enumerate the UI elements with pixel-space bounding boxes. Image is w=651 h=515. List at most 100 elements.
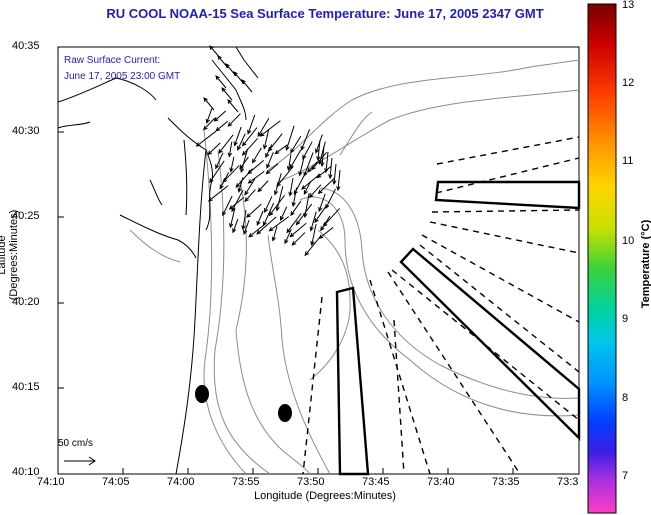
- colorbar-tick-label: 9: [622, 313, 629, 325]
- current-arrow: [286, 213, 302, 234]
- current-arrow: [247, 114, 256, 135]
- current-arrow: [237, 133, 246, 151]
- current-arrow: [264, 196, 273, 214]
- current-arrow: [309, 211, 317, 232]
- current-arrow: [241, 138, 258, 156]
- current-arrow: [303, 152, 314, 177]
- y-tick-label: 40:30: [12, 125, 40, 137]
- x-tick-label: 73:3: [557, 476, 579, 488]
- current-arrow: [275, 186, 284, 212]
- colorbar-tick-label: 13: [622, 0, 635, 11]
- x-tick-label: 73:40: [427, 476, 455, 488]
- current-arrow: [215, 75, 227, 89]
- current-arrow: [221, 87, 233, 101]
- current-arrow: [291, 187, 298, 208]
- current-arrow: [207, 185, 229, 202]
- current-arrow: [304, 235, 322, 257]
- current-arrow: [288, 178, 294, 197]
- current-arrow: [268, 216, 290, 232]
- offshore-box-outlines: [335, 180, 581, 476]
- current-arrow: [228, 196, 245, 210]
- current-arrow: [328, 157, 333, 180]
- current-arrow: [324, 151, 329, 174]
- current-arrow: [227, 141, 233, 158]
- current-arrow: [239, 156, 249, 170]
- y-tick-label: 40:25: [12, 210, 40, 222]
- y-tick-label: 40:10: [12, 466, 40, 478]
- current-arrow: [285, 125, 295, 152]
- current-arrow: [280, 206, 288, 222]
- current-arrow: [227, 113, 241, 127]
- current-arrow: [232, 218, 239, 234]
- current-arrow: [257, 118, 270, 138]
- current-arrow: [320, 215, 331, 232]
- axis-ticks: [57, 131, 514, 474]
- current-arrow: [265, 144, 273, 159]
- colorbar-tick-label: 8: [622, 392, 629, 404]
- current-arrow: [332, 163, 337, 186]
- scale-arrow-icon: [64, 456, 96, 466]
- temperature-colorbar: [587, 3, 617, 514]
- current-arrow: [298, 156, 305, 177]
- x-tick-label: 74:05: [102, 476, 130, 488]
- current-arrow: [195, 130, 217, 147]
- current-arrow: [244, 189, 256, 203]
- current-arrow: [311, 151, 328, 171]
- current-arrow: [229, 207, 236, 229]
- current-arrow: [289, 222, 307, 238]
- current-arrow: [273, 173, 282, 196]
- current-legend-line2: June 17, 2005 23:00 GMT: [64, 71, 181, 82]
- current-arrow: [303, 180, 312, 196]
- current-arrow: [265, 163, 279, 175]
- current-arrow: [227, 99, 239, 113]
- x-tick-label: 73:35: [492, 476, 520, 488]
- current-arrow: [241, 127, 258, 147]
- current-arrow: [308, 184, 322, 199]
- current-arrow: [271, 226, 278, 242]
- current-arrow: [314, 204, 328, 224]
- colorbar-label: Temperature (°C): [640, 219, 651, 309]
- current-arrow: [203, 97, 215, 111]
- colorbar-tick-label: 11: [622, 155, 634, 167]
- current-arrow: [268, 194, 286, 217]
- current-arrow: [274, 144, 288, 155]
- current-legend-line1: Raw Surface Current:: [64, 55, 161, 66]
- current-arrow: [244, 178, 256, 196]
- current-arrow: [295, 203, 313, 226]
- current-arrow: [266, 152, 274, 169]
- sector-lines: [302, 136, 580, 475]
- current-arrow: [246, 203, 262, 218]
- current-arrow: [257, 180, 269, 193]
- current-arrow: [237, 177, 244, 193]
- current-arrow: [322, 208, 340, 227]
- current-arrow: [233, 126, 242, 147]
- current-vectors: [195, 45, 341, 257]
- station-marker: [278, 404, 292, 422]
- current-arrow: [215, 120, 229, 132]
- scale-label: 50 cm/s: [58, 438, 94, 449]
- plot-frame: [57, 46, 580, 475]
- current-arrow: [320, 145, 325, 168]
- current-arrow: [248, 223, 266, 238]
- x-tick-label: 74:00: [167, 476, 195, 488]
- current-arrow: [318, 193, 326, 213]
- current-arrow: [290, 135, 302, 154]
- y-axis-label: Latitude (Degrees:Minutes): [0, 209, 20, 301]
- colorbar-tick-label: 12: [622, 77, 635, 89]
- current-arrow: [325, 188, 336, 209]
- current-arrow: [240, 148, 249, 173]
- current-arrow: [256, 210, 264, 226]
- x-axis-label: Longitude (Degrees:Minutes): [254, 490, 396, 502]
- x-tick-label: 73:45: [362, 476, 390, 488]
- coastline: [57, 46, 259, 475]
- current-arrow: [290, 200, 302, 217]
- current-arrow: [243, 219, 250, 235]
- x-tick-label: 73:55: [232, 476, 260, 488]
- colorbar-tick-label: 10: [622, 235, 635, 247]
- bathymetry-contours: [129, 59, 580, 475]
- current-arrow: [202, 117, 216, 131]
- current-arrow: [222, 195, 233, 217]
- station-marker: [195, 385, 209, 403]
- current-arrow: [207, 142, 221, 156]
- current-arrow: [219, 172, 230, 190]
